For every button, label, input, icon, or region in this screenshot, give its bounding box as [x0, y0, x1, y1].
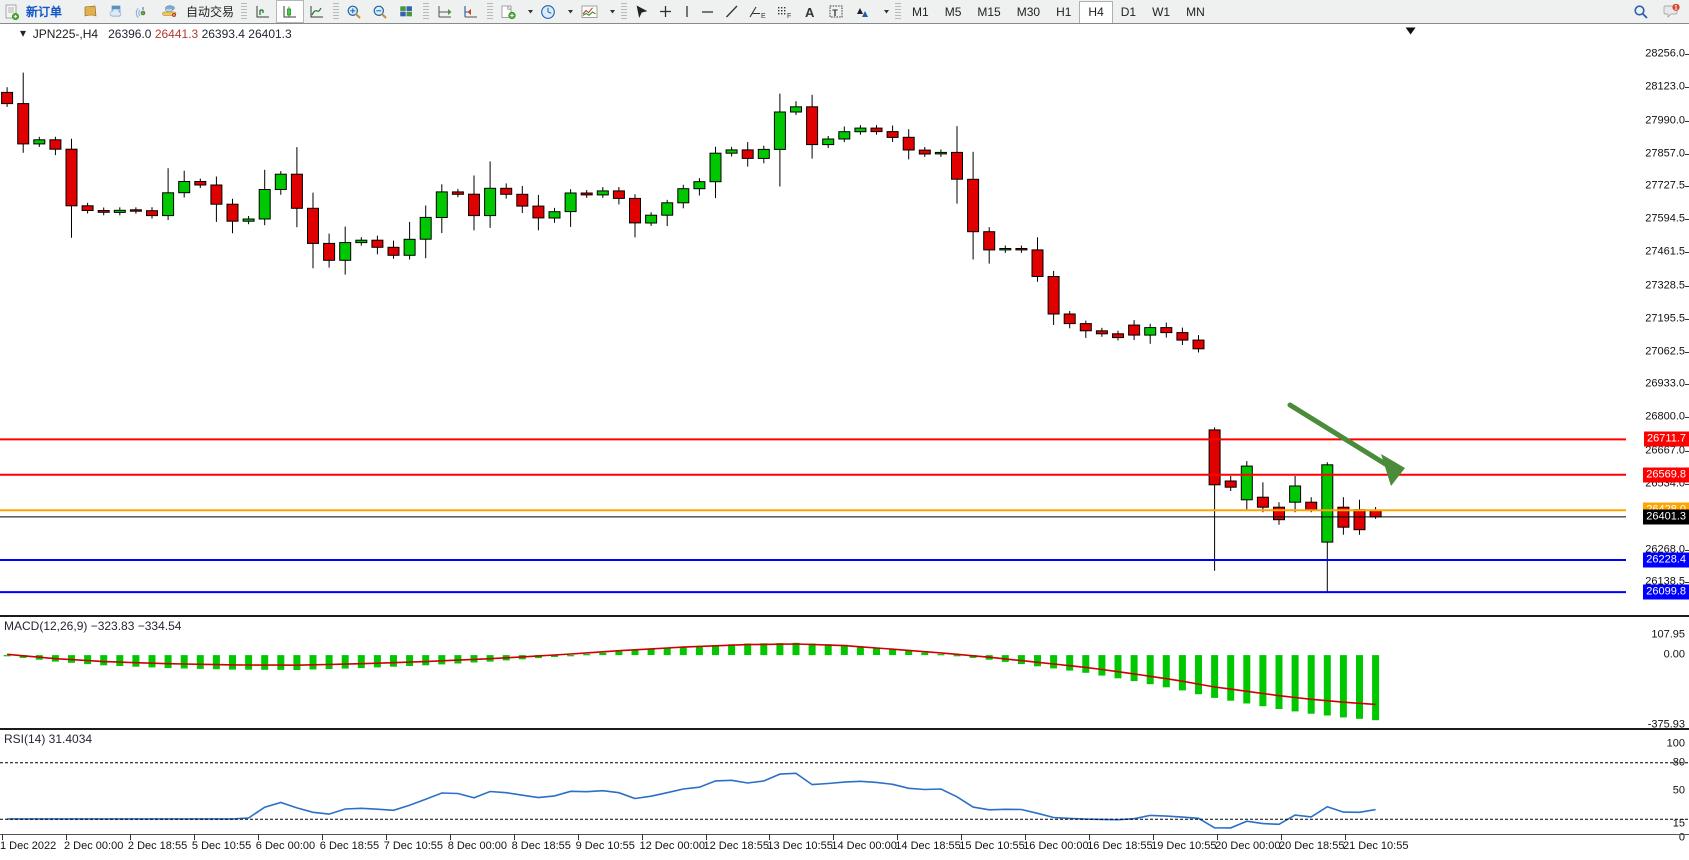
svg-text:F: F	[787, 13, 791, 20]
svg-text:E: E	[761, 13, 766, 20]
svg-text:A: A	[805, 5, 815, 20]
svg-text:T: T	[832, 8, 838, 18]
